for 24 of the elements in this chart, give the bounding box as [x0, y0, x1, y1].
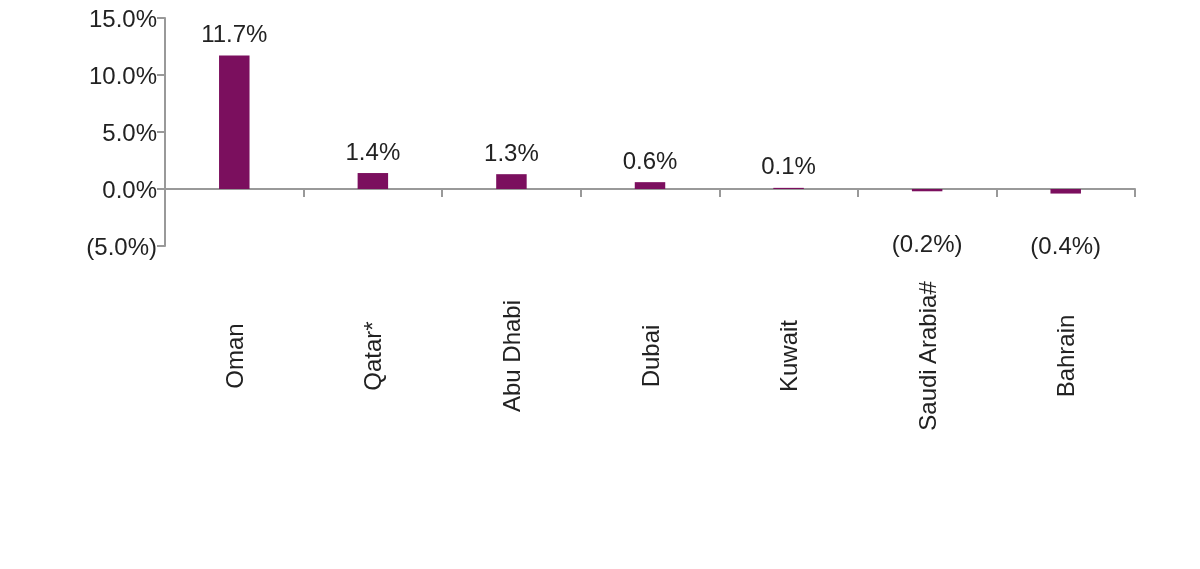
- data-label: 0.6%: [622, 146, 678, 174]
- x-tick-label: Oman: [220, 323, 248, 389]
- y-tick-label: 5.0%: [102, 118, 157, 146]
- y-tick-label: (5.0%): [86, 232, 157, 260]
- data-label: 11.7%: [201, 20, 268, 48]
- x-tick-label: Kuwait: [775, 319, 803, 393]
- data-label: 0.1%: [761, 152, 816, 180]
- x-tick-label: Abu Dhabi: [497, 299, 525, 413]
- y-tick-label: 15.0%: [88, 4, 157, 32]
- bar: [496, 174, 527, 189]
- bar: [1050, 189, 1081, 194]
- data-label: 1.3%: [484, 138, 539, 166]
- data-label: 1.4%: [345, 137, 401, 165]
- data-label: (0.4%): [1030, 232, 1102, 260]
- y-tick-label: 10.0%: [88, 61, 157, 89]
- x-tick-label: Saudi Arabia#: [913, 280, 941, 431]
- bar: [219, 55, 250, 189]
- data-label: (0.2%): [891, 229, 963, 257]
- x-tick-label: Qatar*: [359, 321, 387, 391]
- x-tick-label: Dubai: [636, 324, 664, 388]
- bar: [357, 173, 389, 189]
- y-tick-label: 0.0%: [102, 175, 157, 203]
- x-tick-label: Bahrain: [1052, 314, 1080, 398]
- bar: [634, 182, 666, 189]
